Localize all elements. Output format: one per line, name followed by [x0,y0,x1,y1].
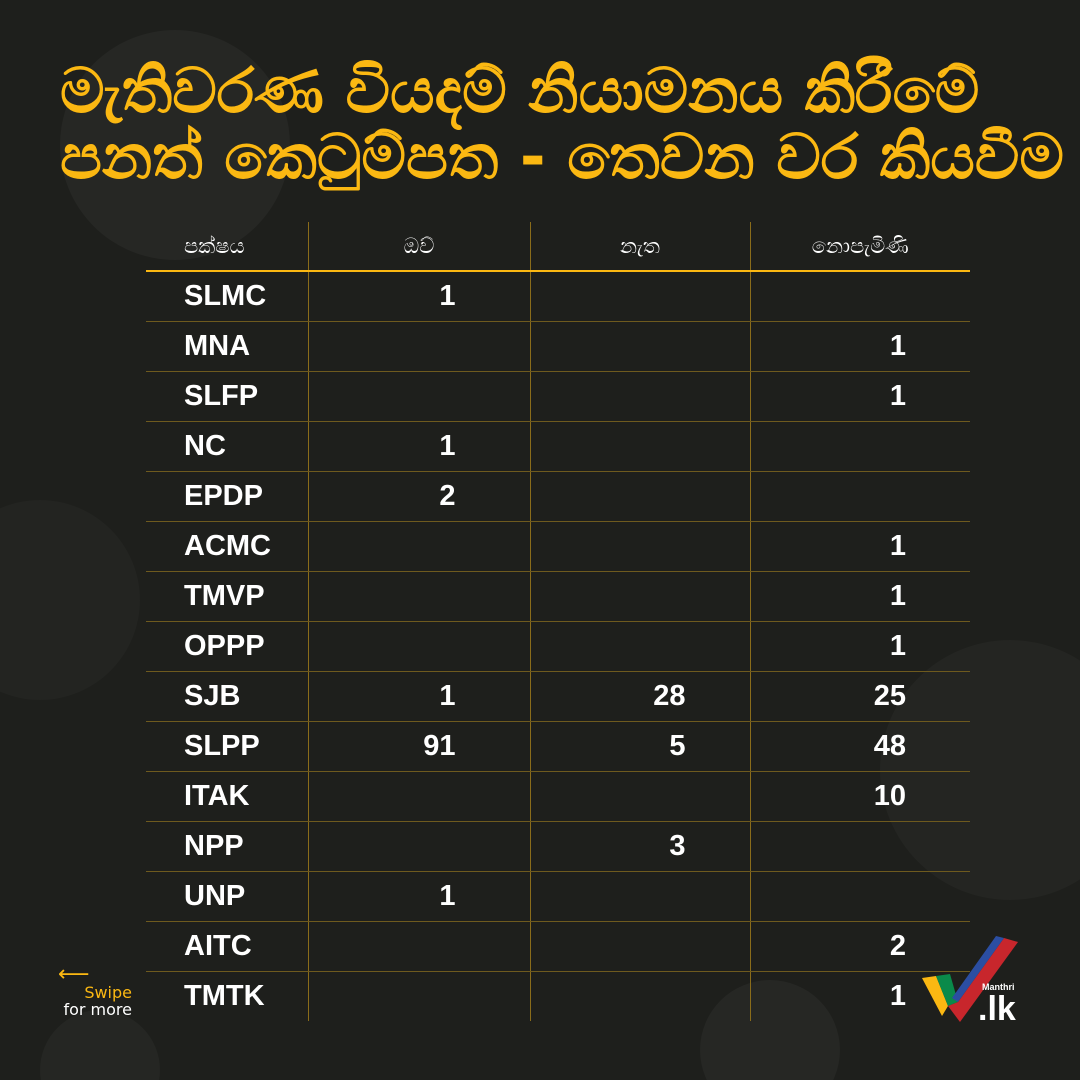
no-count-cell [529,521,750,572]
yes-count-cell [307,321,530,372]
no-count-cell [529,771,750,822]
table-header-row: පක්ෂය ඔව් නැත නොපැමිණි [146,222,970,272]
absent-count-cell: 1 [749,521,970,572]
absent-count-cell [749,871,970,922]
party-cell: AITC [146,921,308,972]
absent-count-cell [749,821,970,872]
yes-count-cell [307,621,530,672]
no-count-cell: 28 [529,671,750,722]
absent-count-cell: 1 [749,571,970,622]
table-row: ITAK 10 [146,771,970,822]
party-cell: NPP [146,821,308,872]
table-row: TMTK 1 [146,971,970,1021]
header-party: පක්ෂය [146,222,308,272]
no-count-cell: 5 [529,721,750,772]
no-count-cell [529,321,750,372]
absent-count-cell: 2 [749,921,970,972]
absent-count-cell: 1 [749,321,970,372]
header-no: නැත [529,222,750,272]
party-cell: NC [146,421,308,472]
yes-count-cell [307,571,530,622]
party-cell: ACMC [146,521,308,572]
manthri-logo: Manthri .lk [918,932,1028,1028]
no-count-cell [529,471,750,522]
page-title: මැතිවරණ වියදම් නියාමනය කිරීමේ පනත් කෙටුම… [60,54,1064,193]
no-count-cell [529,371,750,422]
absent-count-cell [749,471,970,522]
party-cell: UNP [146,871,308,922]
party-cell: SLPP [146,721,308,772]
checkmark-icon [922,936,1018,1022]
absent-count-cell: 1 [749,621,970,672]
absent-count-cell: 10 [749,771,970,822]
table-row: ACMC 1 [146,521,970,572]
swipe-sublabel: for more [63,1000,132,1019]
no-count-cell [529,871,750,922]
logo-large-text: .lk [978,990,1016,1028]
table-row: EPDP 2 [146,471,970,522]
party-cell: SLFP [146,371,308,422]
party-cell: SLMC [146,271,308,322]
header-yes: ඔව් [307,222,530,272]
no-count-cell [529,621,750,672]
no-count-cell: 3 [529,821,750,872]
yes-count-cell [307,521,530,572]
party-cell: ITAK [146,771,308,822]
logo-small-text: Manthri [982,982,1015,992]
yes-count-cell [307,971,530,1021]
yes-count-cell [307,371,530,422]
yes-count-cell [307,921,530,972]
yes-count-cell: 1 [307,421,530,472]
yes-count-cell: 1 [307,671,530,722]
table-row: UNP 1 [146,871,970,922]
swipe-hint: ⟵ Swipe for more [58,962,132,1019]
party-cell: TMTK [184,980,265,1012]
party-cell: TMVP [146,571,308,622]
yes-count-cell: 1 [307,871,530,922]
arrow-left-icon: ⟵ [58,962,90,987]
no-count-cell [529,571,750,622]
table-row: TMVP 1 [146,571,970,622]
absent-count-cell: 25 [749,671,970,722]
title-line-2: පනත් කෙටුම්පත - තෙවන වර කියවීම [60,120,1064,193]
table-row: SJB 1 28 25 [146,671,970,722]
absent-count-cell: 1 [749,371,970,422]
table-row: NPP 3 [146,821,970,872]
table-row: AITC 2 [146,921,970,972]
no-count-cell [529,971,750,1021]
yes-count-cell [307,771,530,822]
party-cell: EPDP [146,471,308,522]
table-row: NC 1 [146,421,970,472]
title-line-1: මැතිවරණ වියදම් නියාමනය කිරීමේ [60,54,980,127]
yes-count-cell: 91 [307,721,530,772]
party-cell: SJB [146,671,308,722]
no-count-cell [529,421,750,472]
absent-count-cell [749,421,970,472]
vote-results-table: පක්ෂය ඔව් නැත නොපැමිණි SLMC 1 MNA 1 SLFP 1 NC 1… [146,222,970,1021]
table-row: OPPP 1 [146,621,970,672]
yes-count-cell: 1 [307,271,530,322]
no-count-cell [529,921,750,972]
absent-count-cell [749,271,970,322]
absent-count-cell: 48 [749,721,970,772]
table-row: SLPP 91 5 48 [146,721,970,772]
header-absent: නොපැමිණි [749,222,970,272]
no-count-cell [529,271,750,322]
table-row: SLMC 1 [146,271,970,322]
party-cell: OPPP [146,621,308,672]
table-row: SLFP 1 [146,371,970,422]
yes-count-cell: 2 [307,471,530,522]
yes-count-cell [307,821,530,872]
swipe-label: Swipe [84,983,132,1002]
table-row: MNA 1 [146,321,970,372]
party-cell: MNA [146,321,308,372]
